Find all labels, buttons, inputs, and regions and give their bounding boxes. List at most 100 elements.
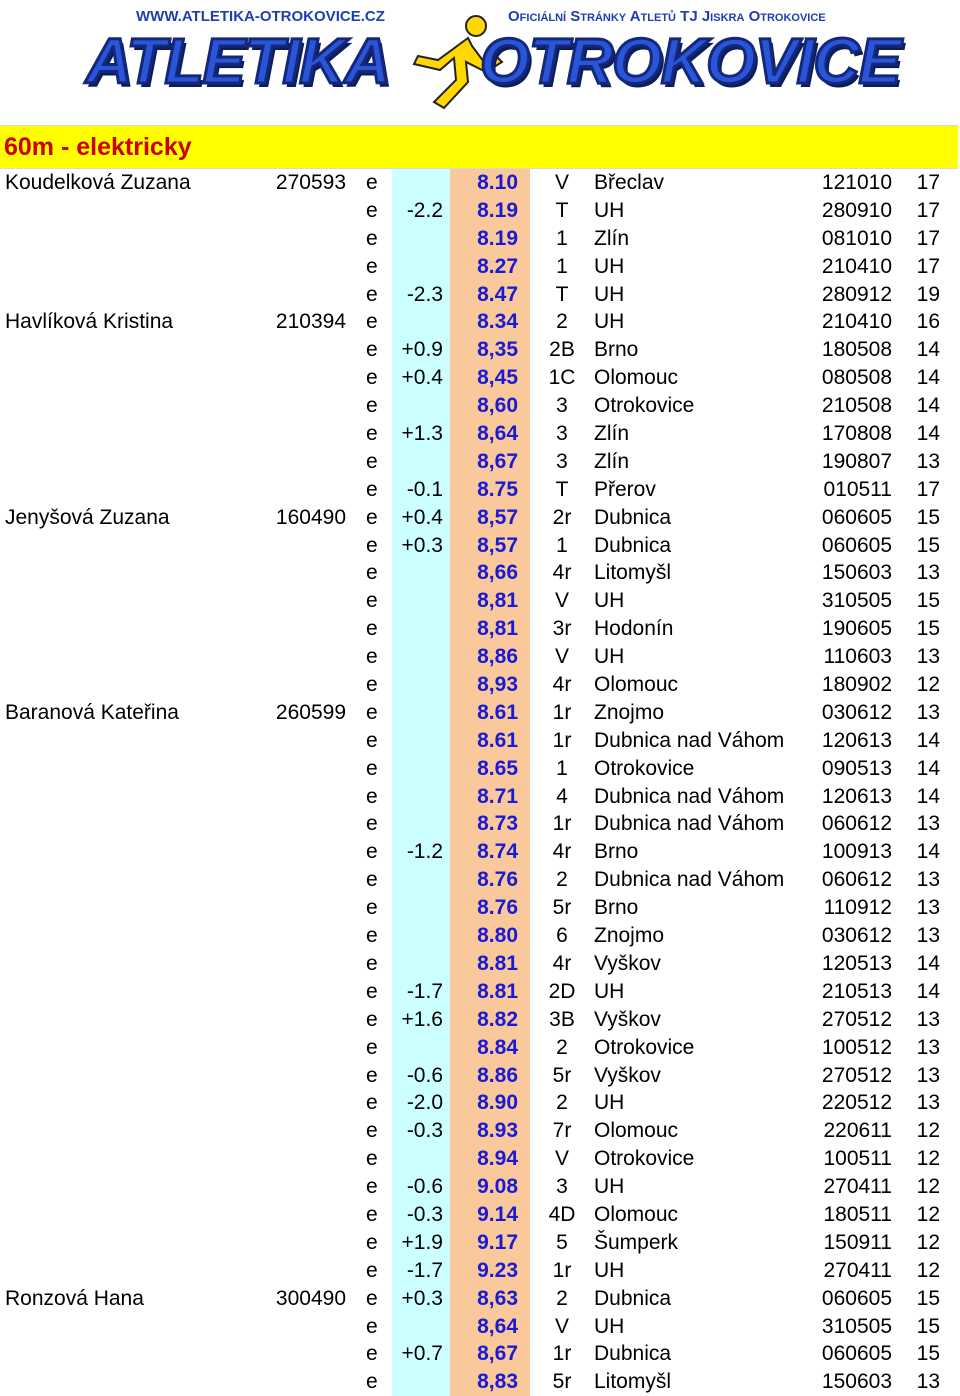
result-time: 8.76	[450, 866, 530, 895]
place-value: 1r	[552, 812, 572, 836]
table-row: e 8,60 3 Otrokovice 210508 14	[0, 392, 958, 421]
timing-type: e	[366, 505, 378, 529]
timing-type: e	[366, 924, 378, 948]
result-time: 8.19	[450, 196, 530, 225]
table-row: e 8.76 2 Dubnica nad Váhom 060612 13	[0, 866, 958, 895]
site-tagline: Oficiální Stránky Atletů TJ Jiskra Otrok…	[508, 8, 826, 25]
venue-name: Šumperk	[594, 1230, 679, 1254]
place-value: 1r	[552, 700, 572, 724]
result-time: 9.23	[450, 1256, 530, 1285]
wind-value: -0.6	[392, 1173, 450, 1201]
venue-name: Zlín	[594, 449, 630, 473]
race-date: 190605	[821, 617, 892, 641]
venue-name: Vyškov	[594, 951, 661, 975]
age-value: 14	[916, 784, 940, 808]
wind-value	[392, 252, 450, 281]
race-date: 180902	[821, 673, 892, 697]
venue-name: Brno	[594, 840, 639, 864]
results-table: 60m - elektricky Koudelková Zuzana 270593…	[0, 125, 958, 1396]
race-date: 030612	[821, 700, 892, 724]
result-time: 8,81	[450, 587, 530, 616]
race-date: 100511	[823, 1147, 892, 1171]
result-time: 8.71	[450, 782, 530, 811]
timing-type: e	[366, 868, 378, 892]
timing-type: e	[366, 728, 378, 752]
venue-name: Dubnica nad Váhom	[594, 812, 785, 836]
age-value: 13	[916, 1007, 940, 1031]
result-time: 8.61	[450, 726, 530, 755]
timing-type: e	[366, 1035, 378, 1059]
venue-name: UH	[594, 1175, 625, 1199]
place-value: 4D	[548, 1202, 576, 1226]
table-row: e 8.71 4 Dubnica nad Váhom 120613 14	[0, 782, 958, 811]
place-value: 1r	[552, 1258, 572, 1282]
result-time: 8,83	[450, 1368, 530, 1396]
age-value: 13	[916, 868, 940, 892]
race-date: 280912	[821, 282, 892, 306]
section-title: 60m - elektricky	[4, 132, 192, 161]
venue-name: Zlín	[594, 226, 630, 250]
table-row: e 8.73 1r Dubnica nad Váhom 060612 13	[0, 810, 958, 839]
venue-name: UH	[594, 198, 625, 222]
result-time: 8.65	[450, 754, 530, 783]
table-row: e -2.0 8.90 2 UH 220512 13	[0, 1089, 958, 1118]
age-value: 13	[916, 645, 940, 669]
timing-type: e	[366, 198, 378, 222]
place-value: 2r	[552, 505, 572, 529]
result-time: 8,64	[450, 420, 530, 448]
venue-name: Brno	[594, 896, 639, 920]
wind-value: -0.1	[392, 475, 450, 504]
wind-value: +1.9	[392, 1228, 450, 1257]
result-time: 8.81	[450, 977, 530, 1006]
venue-name: UH	[594, 1314, 625, 1338]
result-time: 8,60	[450, 392, 530, 421]
wind-value	[392, 559, 450, 588]
table-row: Baranová Kateřina 260599 e 8.61 1r Znojmo 0306…	[0, 698, 958, 727]
race-date: 120613	[821, 728, 892, 752]
age-value: 12	[916, 1175, 940, 1199]
age-value: 14	[916, 338, 940, 362]
table-row: e 8,67 3 Zlín 190807 13	[0, 447, 958, 476]
table-row: e 8,66 4r Litomyšl 150603 13	[0, 559, 958, 588]
table-row: e 8.19 1 Zlín 081010 17	[0, 224, 958, 253]
result-time: 8.61	[450, 698, 530, 727]
race-date: 150911	[823, 1230, 892, 1254]
timing-type: e	[366, 1230, 378, 1254]
logo-text-right: OTROKOVICE	[478, 24, 902, 99]
wind-value	[392, 1312, 450, 1341]
place-value: T	[555, 198, 569, 222]
age-value: 14	[916, 422, 940, 446]
place-value: 5r	[552, 896, 572, 920]
age-value: 14	[916, 979, 940, 1003]
wind-value: -1.2	[392, 838, 450, 867]
place-value: 1	[556, 756, 568, 780]
place-value: 2	[556, 1035, 568, 1059]
place-value: 4r	[552, 673, 572, 697]
table-row: Koudelková Zuzana 270593 e 8.10 V Břeclav 1210…	[0, 169, 958, 197]
race-date: 180508	[821, 338, 892, 362]
wind-value	[392, 169, 450, 197]
table-row: e -2.2 8.19 T UH 280910 17	[0, 196, 958, 225]
result-time: 8,86	[450, 643, 530, 672]
wind-value: -1.7	[392, 977, 450, 1006]
age-value: 14	[916, 394, 940, 418]
place-value: 4r	[552, 561, 572, 585]
result-time: 8,64	[450, 1312, 530, 1341]
table-row: e 8.65 1 Otrokovice 090513 14	[0, 754, 958, 783]
wind-value	[392, 698, 450, 727]
race-date: 220611	[823, 1119, 892, 1143]
timing-type: e	[366, 617, 378, 641]
place-value: 2	[556, 310, 568, 334]
timing-type: e	[366, 1314, 378, 1338]
wind-value: -1.7	[392, 1256, 450, 1285]
wind-value	[392, 615, 450, 644]
place-value: 4r	[552, 951, 572, 975]
wind-value: +0.4	[392, 364, 450, 393]
wind-value: -0.3	[392, 1117, 450, 1146]
site-banner[interactable]: WWW.ATLETIKA-OTROKOVICE.CZ Oficiální Str…	[80, 2, 903, 112]
race-date: 080508	[821, 366, 892, 390]
wind-value: -2.0	[392, 1089, 450, 1118]
result-time: 9.17	[450, 1228, 530, 1257]
table-row: e 8,64 V UH 310505 15	[0, 1312, 958, 1341]
venue-name: Olomouc	[594, 1119, 679, 1143]
